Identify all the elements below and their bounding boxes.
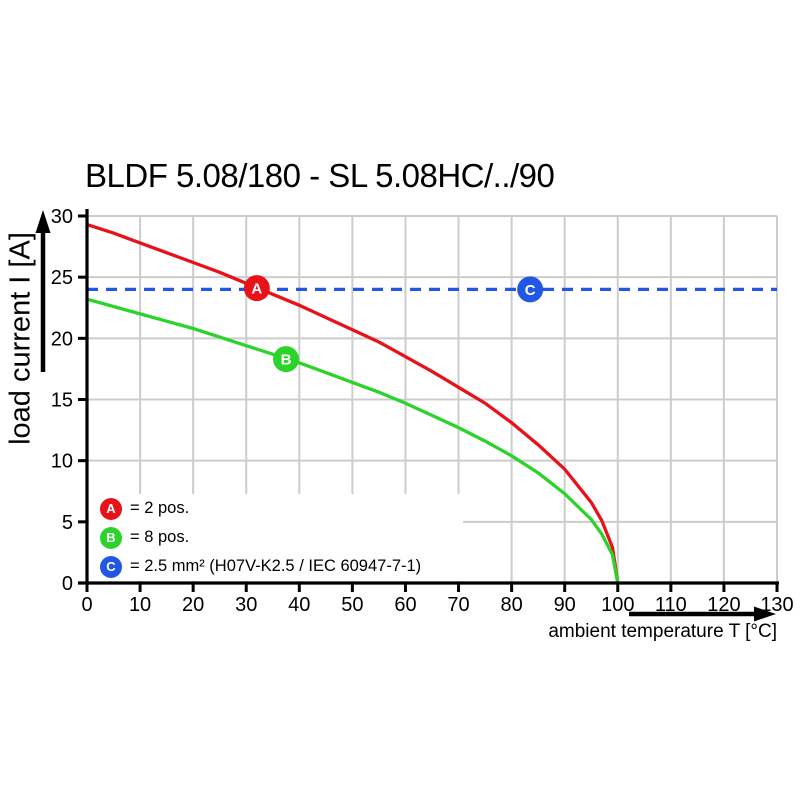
x-axis-tick-label: 40 [288,594,310,616]
y-axis-tick-label: 0 [62,573,73,595]
x-axis-tick-label: 20 [182,594,204,616]
y-axis-tick-label: 15 [51,390,73,412]
legend-label-a: = 2 pos. [130,499,190,517]
y-axis-arrow-head [35,210,51,233]
legend-item-c: C = 2.5 mm² (H07V-K2.5 / IEC 60947-7-1) [89,553,463,581]
curve-b [86,297,620,584]
marker-c-letter: C [525,282,536,299]
marker-b-letter: B [281,352,292,369]
y-axis-label: load current I [A] [4,232,37,445]
x-axis-tick-label: 90 [554,594,576,616]
x-axis-tick-label: 50 [341,594,363,616]
y-axis-tick-label: 5 [62,512,73,534]
x-axis-tick-label: 30 [235,594,257,616]
chart-title: BLDF 5.08/180 - SL 5.08HC/../90 [85,157,555,194]
curve-a [86,223,620,584]
x-axis-tick-label: 110 [655,594,687,616]
x-axis-tick-label: 60 [394,594,416,616]
y-axis-tick-label: 20 [51,328,73,350]
legend-marker-b-icon: B [100,526,122,549]
y-axis-tick-label: 25 [51,267,73,289]
legend-marker-a-icon: A [100,497,122,520]
legend-item-b: B = 8 pos. [89,524,463,552]
legend-label-b: = 8 pos. [130,528,190,546]
marker-c [517,276,544,303]
x-axis-tick-label: 100 [601,594,634,616]
x-axis-label: ambient temperature T [°C] [548,621,777,642]
y-axis-tick-label: 30 [51,206,73,228]
legend-item-a: A = 2 pos. [89,495,463,523]
x-axis-tick-label: 120 [707,594,740,616]
marker-b [273,346,300,373]
x-axis-arrow-head [754,606,776,622]
marker-a [243,275,270,302]
x-axis-tick-label: 80 [500,594,522,616]
x-axis-tick-label: 130 [760,594,793,616]
legend-marker-c-icon: C [100,555,122,578]
legend: A = 2 pos. B = 8 pos. C = 2.5 mm² (H07V-… [89,494,463,581]
x-axis-tick-label: 0 [81,594,92,616]
legend-label-c: = 2.5 mm² (H07V-K2.5 / IEC 60947-7-1) [130,557,422,575]
marker-a-letter: A [251,281,262,298]
x-axis-tick-label: 70 [447,594,469,616]
y-axis-tick-label: 10 [51,451,73,473]
x-axis-tick-label: 10 [129,594,151,616]
